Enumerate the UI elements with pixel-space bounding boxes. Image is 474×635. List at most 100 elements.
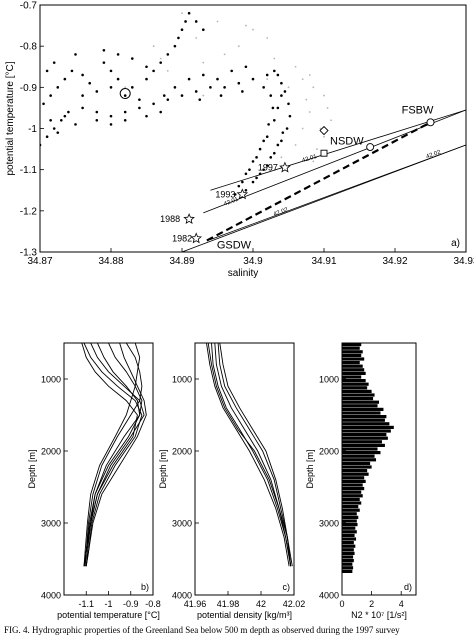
scatter-point-black [74, 123, 77, 126]
scatter-point-gray [319, 127, 322, 130]
scatter-point-black [230, 69, 233, 73]
scatter-point-black [223, 86, 226, 89]
panel-d-axes-frame [341, 342, 417, 596]
profile-line [83, 343, 141, 567]
panel-label: b) [141, 582, 149, 592]
x-tick-label: 2 [369, 599, 374, 609]
scatter-point-black [95, 110, 99, 114]
x-tick-label: 34.89 [169, 256, 194, 267]
scatter-point-gray [266, 37, 269, 39]
scatter-point-black [180, 28, 184, 32]
n2-bar [342, 407, 384, 411]
profile-line [217, 343, 292, 567]
star-marker [183, 213, 195, 224]
scatter-point-gray [308, 111, 311, 113]
scatter-point-gray [202, 61, 205, 64]
y-axis-label: Depth [m] [158, 449, 168, 488]
scatter-point-black [116, 77, 120, 81]
profile-line [214, 343, 292, 567]
scatter-point-black [216, 77, 219, 81]
y-tick-label: 2000 [319, 447, 339, 457]
y-tick-label: -1 [28, 124, 37, 135]
scatter-point-black [187, 11, 191, 15]
scatter-point-black [273, 118, 276, 122]
scatter-point-black [42, 102, 45, 106]
scatter-point-black [123, 94, 127, 97]
n2-bar [342, 350, 363, 354]
annotation-label: GSDW [217, 239, 252, 251]
n2-bar [342, 544, 356, 548]
scatter-point-black [109, 123, 113, 126]
n2-bar [342, 404, 378, 408]
profile-line [206, 343, 290, 567]
scatter-point-gray [124, 86, 127, 89]
y-tick-label: 4000 [172, 591, 192, 601]
profile-line [83, 343, 143, 567]
scatter-point-gray [159, 57, 162, 60]
scatter-point-black [288, 114, 292, 118]
scatter-point-black [131, 86, 134, 89]
profile-line [85, 343, 147, 567]
scatter-point-black [152, 69, 155, 73]
n2-bar [342, 415, 387, 419]
n2-bar [342, 379, 366, 383]
profile-line [81, 343, 138, 567]
scatter-point-black [209, 86, 212, 89]
scatter-point-black [233, 193, 237, 196]
scatter-point-gray [330, 119, 332, 122]
scatter-point-black [180, 94, 184, 97]
scatter-point-black [187, 77, 191, 81]
n2-bar [342, 343, 362, 347]
n2-bar [342, 389, 372, 393]
y-tick-label: -0.8 [20, 42, 38, 53]
scatter-point-black [67, 110, 70, 114]
scatter-point-black [269, 156, 273, 159]
mixing-line [206, 121, 432, 242]
n2-bar [342, 537, 357, 541]
panel-label: a) [451, 238, 460, 249]
scatter-point-black [173, 44, 177, 48]
scatter-point-gray [202, 94, 205, 97]
scatter-point-black [145, 65, 148, 69]
n2-bar [342, 422, 390, 426]
panel-c-axes-frame [194, 342, 295, 596]
n2-bar [342, 353, 362, 357]
x-axis-label: N2 * 10⁷ [1/s²] [351, 610, 407, 620]
panel-c-density-profiles: 41.96 41.98 42 42.02 1000 2000 3000 4000 potenti… [158, 342, 305, 620]
scatter-point-black [202, 28, 205, 32]
y-axis-label: potential temperature [°C] [5, 61, 16, 175]
y-tick-label: -0.9 [20, 83, 38, 94]
panel-label: c) [283, 582, 291, 592]
panel-label: d) [404, 582, 412, 592]
scatter-point-black [102, 61, 106, 64]
n2-bar [342, 519, 357, 523]
n2-bar [342, 418, 385, 422]
annotation-label: 1997 [258, 163, 278, 173]
x-axis-label: potential density [kg/m³] [197, 610, 292, 620]
star-marker [190, 232, 203, 244]
scatter-point-black [255, 176, 258, 180]
n2-bar [342, 346, 360, 350]
scatter-point-black [45, 69, 49, 73]
x-tick-label: -1 [104, 599, 112, 609]
n2-bar [342, 458, 377, 462]
scatter-point-black [194, 90, 198, 93]
scatter-point-black [109, 69, 113, 73]
profile-line [84, 343, 143, 567]
scatter-point-black [81, 94, 84, 97]
scatter-point-black [145, 114, 148, 118]
star-marker [279, 161, 291, 173]
scatter-point-black [273, 151, 276, 155]
y-tick-label: 3000 [172, 519, 192, 529]
scatter-point-gray [312, 86, 315, 89]
x-axis-label: salinity [228, 268, 259, 279]
circle-marker [426, 118, 435, 127]
n2-bar [342, 533, 355, 537]
annotation-label: NSDW [330, 136, 364, 148]
profile-line [85, 343, 145, 567]
scatter-point-black [244, 188, 248, 192]
y-tick-label: -1.1 [20, 165, 38, 176]
profile-line [83, 343, 143, 567]
n2-bar [342, 368, 365, 372]
y-tick-label: 4000 [319, 591, 339, 601]
